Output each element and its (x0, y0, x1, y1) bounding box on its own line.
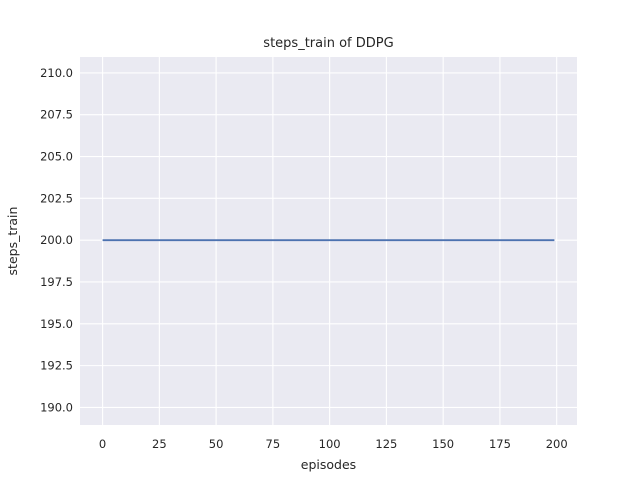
x-tick-label: 0 (99, 437, 106, 451)
y-tick-label: 190.0 (40, 400, 73, 414)
y-tick-label: 205.0 (40, 150, 73, 164)
x-tick-label: 25 (152, 437, 167, 451)
y-tick-label: 200.0 (40, 233, 73, 247)
y-tick-label: 192.5 (40, 359, 73, 373)
y-tick-label: 210.0 (40, 66, 73, 80)
y-tick-label: 207.5 (40, 108, 73, 122)
x-tick-label: 50 (209, 437, 224, 451)
chart-title: steps_train of DDPG (263, 36, 393, 51)
x-tick-label: 175 (489, 437, 511, 451)
y-tick-label: 195.0 (40, 317, 73, 331)
x-tick-label: 150 (432, 437, 454, 451)
x-tick-label: 125 (375, 437, 397, 451)
y-tick-label: 197.5 (40, 275, 73, 289)
x-tick-label: 75 (266, 437, 281, 451)
y-tick-label: 202.5 (40, 191, 73, 205)
y-axis-label: steps_train (5, 207, 20, 276)
x-axis-tick-labels: 0 25 50 75 100 125 150 175 200 (99, 437, 568, 451)
x-axis-label: episodes (301, 457, 356, 472)
y-axis-tick-labels: 190.0 192.5 195.0 197.5 200.0 202.5 205.0 207.5… (40, 66, 73, 415)
x-tick-label: 100 (319, 437, 341, 451)
x-tick-label: 200 (546, 437, 568, 451)
